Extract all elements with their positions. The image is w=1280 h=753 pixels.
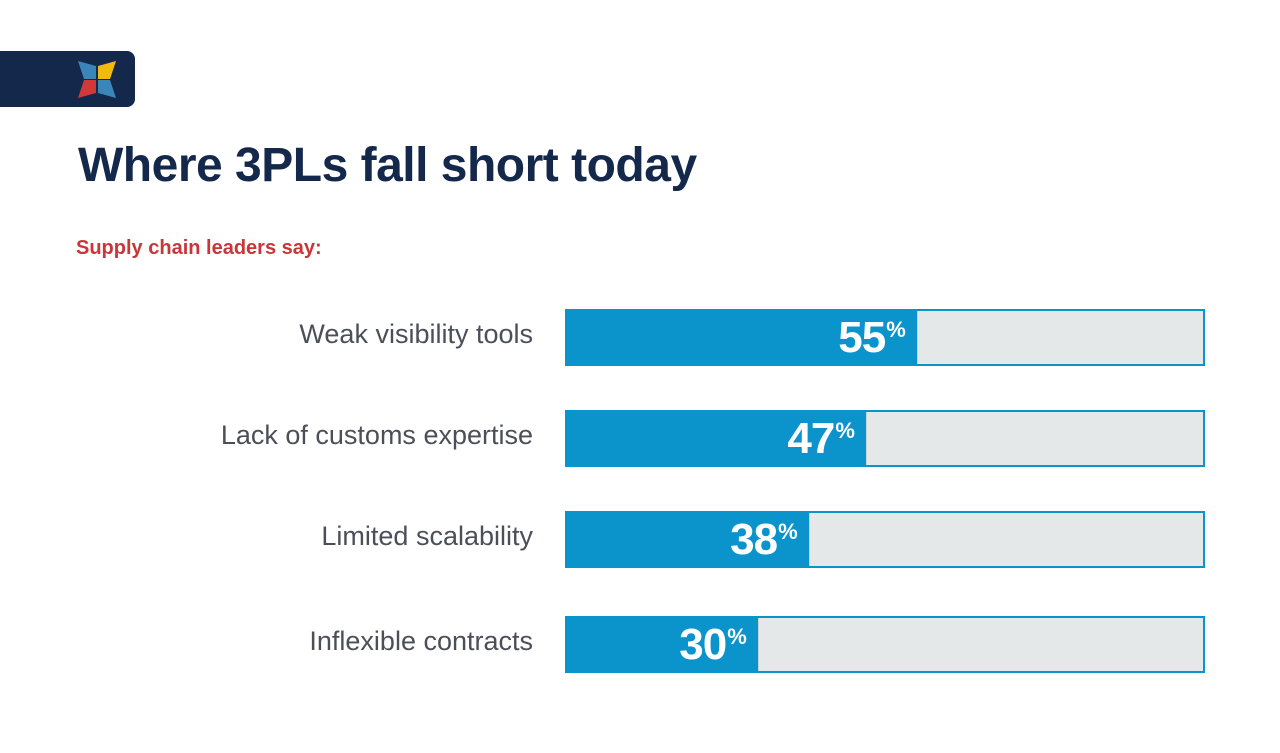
logo	[0, 51, 135, 107]
bar: 38%	[567, 513, 810, 566]
subtitle: Supply chain leaders say:	[76, 237, 322, 259]
percent-sign: %	[835, 418, 855, 443]
data-label: 55%	[838, 313, 906, 362]
category-label: Weak visibility tools	[299, 319, 533, 349]
bar-track: 38%	[565, 511, 1205, 568]
percent-sign: %	[727, 624, 747, 649]
percent-sign: %	[778, 519, 798, 544]
bar-track: 55%	[565, 309, 1205, 366]
page-title: Where 3PLs fall short today	[78, 139, 697, 192]
bar: 55%	[567, 311, 918, 364]
bar-track: 47%	[565, 410, 1205, 467]
category-label: Inflexible contracts	[309, 626, 533, 656]
data-label: 30%	[679, 620, 747, 669]
bar: 47%	[567, 412, 867, 465]
category-label: Lack of customs expertise	[220, 420, 533, 450]
four-petal-logo-icon	[78, 61, 116, 98]
bar-track: 30%	[565, 616, 1205, 673]
data-label: 38%	[730, 515, 798, 564]
bar: 30%	[567, 618, 759, 671]
data-label: 47%	[787, 414, 855, 463]
percent-sign: %	[886, 317, 906, 342]
category-label: Limited scalability	[321, 521, 533, 551]
